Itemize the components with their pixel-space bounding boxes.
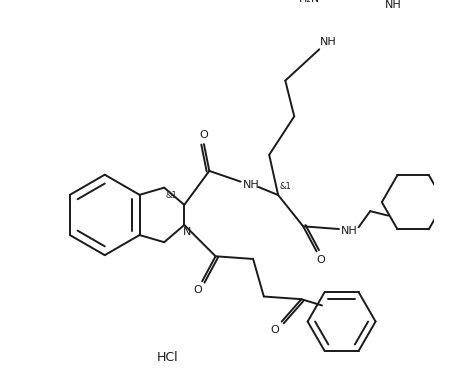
Text: O: O	[193, 285, 202, 295]
Text: NH: NH	[341, 226, 358, 236]
Text: O: O	[200, 130, 208, 140]
Text: H₂N: H₂N	[299, 0, 320, 4]
Text: NH: NH	[320, 37, 337, 47]
Text: O: O	[270, 326, 279, 336]
Text: N: N	[183, 227, 191, 237]
Text: O: O	[316, 255, 326, 265]
Text: &1: &1	[279, 182, 291, 191]
Text: &1: &1	[166, 192, 178, 200]
Text: NH: NH	[243, 180, 260, 190]
Text: HCl: HCl	[157, 352, 178, 365]
Text: NH: NH	[385, 0, 402, 10]
